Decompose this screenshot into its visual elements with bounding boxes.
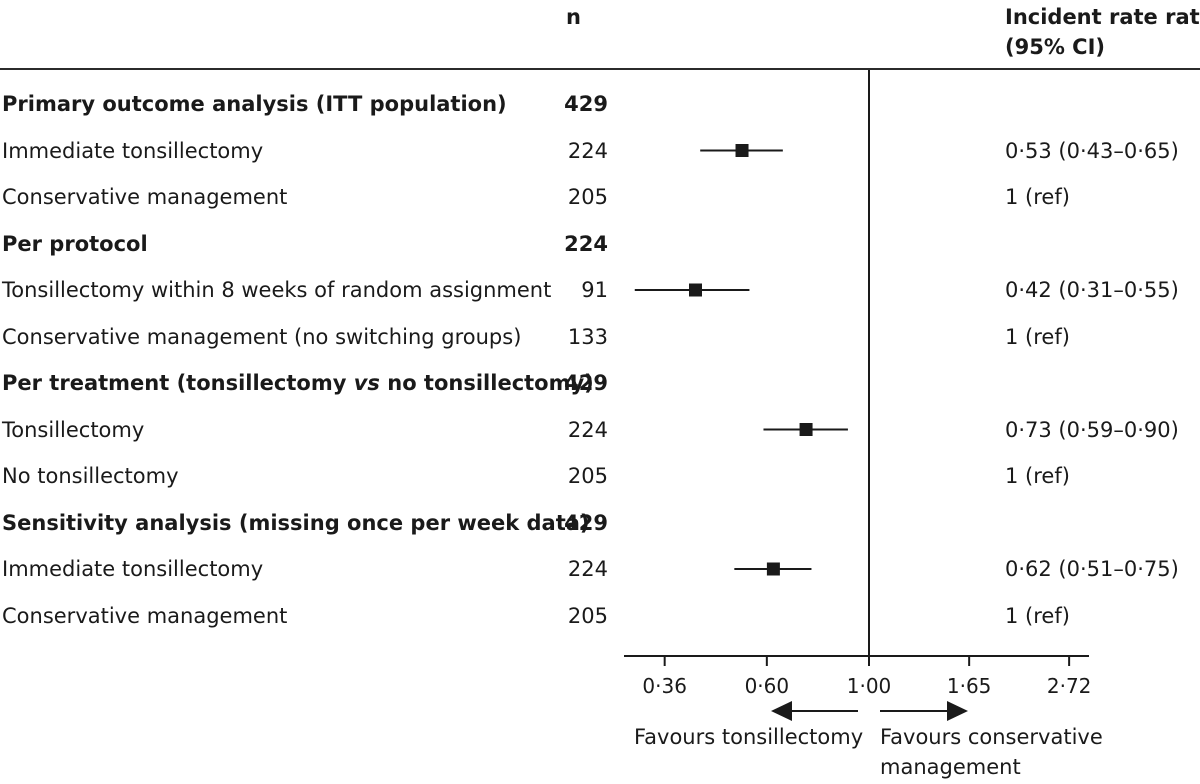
row-label-part: vs <box>353 371 380 395</box>
row-label: Tonsillectomy <box>2 417 145 442</box>
x-tick-label: 1·00 <box>847 674 892 698</box>
x-tick-label: 2·72 <box>1047 674 1092 698</box>
row-label: Tonsillectomy within 8 weeks of random a… <box>2 278 552 302</box>
row-irr: 1 (ref) <box>1005 185 1070 209</box>
row-label: Immediate tonsillectomy <box>2 138 264 163</box>
point-estimate <box>735 144 749 157</box>
row-n: 205 <box>567 464 608 488</box>
header-rule <box>0 68 1200 70</box>
row-label: Conservative management <box>2 185 288 209</box>
row-irr: 1 (ref) <box>1005 324 1070 349</box>
favours-right-line2: management <box>880 755 1021 779</box>
row-n: 429 <box>564 510 608 535</box>
row-n: 224 <box>567 417 608 442</box>
favours-left-label: Favours tonsillectomy <box>634 725 864 749</box>
irr-column-header: Incident rate ratio (95% CI) <box>1005 2 1200 62</box>
row-n: 429 <box>564 92 608 116</box>
row-label: No tonsillectomy <box>2 464 179 488</box>
x-tick-label: 1·65 <box>947 674 992 698</box>
section-label: Per treatment (tonsillectomy vs no tonsi… <box>2 369 594 397</box>
row-n: 224 <box>567 557 608 581</box>
row-n: 205 <box>567 603 608 628</box>
section-label: Sensitivity analysis (missing once per w… <box>2 510 590 535</box>
point-estimate <box>766 562 780 576</box>
row-irr: 0·73 (0·59–0·90) <box>1005 417 1179 442</box>
irr-header-line1: Incident rate ratio <box>1005 5 1200 29</box>
point-estimate <box>688 283 702 297</box>
row-irr: 0·53 (0·43–0·65) <box>1005 138 1179 163</box>
favours-right-line1: Favours conservative <box>880 725 1103 749</box>
section-label: Per protocol <box>2 231 148 256</box>
row-label-part: no tonsillectomy) <box>379 371 594 395</box>
n-column-header: n <box>566 5 581 29</box>
row-label: Conservative management <box>2 603 288 628</box>
row-irr: 0·62 (0·51–0·75) <box>1005 557 1179 581</box>
row-label-part: Per treatment (tonsillectomy <box>2 371 354 395</box>
row-irr: 1 (ref) <box>1005 603 1070 628</box>
section-label: Primary outcome analysis (ITT population… <box>2 92 507 116</box>
row-irr: 1 (ref) <box>1005 464 1070 488</box>
x-tick-label: 0·36 <box>642 674 687 698</box>
favours-left-arrowhead <box>771 701 792 721</box>
irr-header-line2: (95% CI) <box>1005 35 1105 59</box>
row-n: 205 <box>567 185 608 209</box>
row-n: 133 <box>567 324 608 349</box>
row-irr: 0·42 (0·31–0·55) <box>1005 278 1179 302</box>
x-tick-label: 0·60 <box>745 674 790 698</box>
row-label: Conservative management (no switching gr… <box>2 324 522 349</box>
favours-right-arrowhead <box>947 701 968 721</box>
row-n: 224 <box>567 138 608 163</box>
row-label: Immediate tonsillectomy <box>2 557 264 581</box>
point-estimate <box>799 423 813 436</box>
row-n: 429 <box>564 371 608 395</box>
favours-right-label: Favours conservative management <box>880 722 1103 782</box>
row-n: 91 <box>581 278 608 302</box>
row-n: 224 <box>564 231 608 256</box>
